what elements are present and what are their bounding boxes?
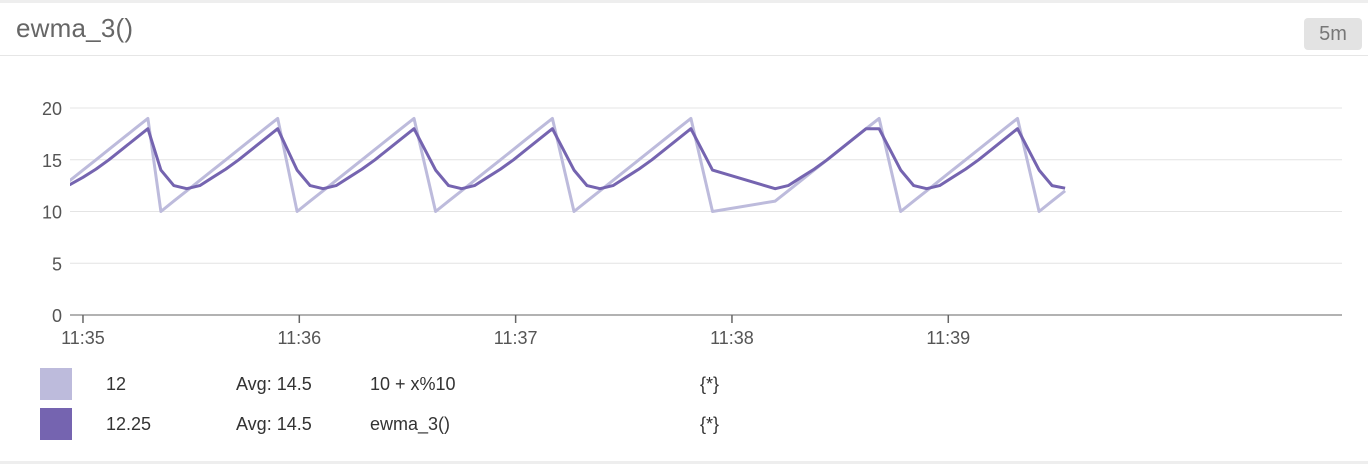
y-tick-label: 0	[52, 306, 62, 326]
legend-expression: ewma_3()	[370, 414, 451, 434]
axis-layer: 0 5 10 15 20 11:35 11:36 11:37 11:38 11:39	[42, 99, 1342, 348]
x-tick-label: 11:38	[710, 328, 754, 348]
legend-row-series-2[interactable]: 12.25 Avg: 14.5 ewma_3() {*}	[0, 405, 1368, 441]
legend-scope: {*}	[700, 414, 720, 434]
legend-swatch	[40, 368, 72, 400]
x-tick-label: 11:35	[61, 328, 105, 348]
legend-scope: {*}	[700, 374, 720, 394]
x-tick-label: 11:37	[494, 328, 538, 348]
y-tick-label: 15	[42, 151, 62, 171]
y-tick-label: 5	[52, 254, 62, 274]
legend-average: Avg: 14.5	[236, 414, 312, 434]
series-line-1	[70, 116, 1067, 213]
series-layer	[70, 116, 1067, 213]
series-line-2	[70, 127, 1066, 191]
legend-expression: 10 + x%10	[370, 374, 456, 394]
y-tick-label: 20	[42, 99, 62, 119]
legend-average: Avg: 14.5	[236, 374, 312, 394]
legend-swatch	[40, 408, 72, 440]
legend-current-value: 12	[106, 374, 127, 394]
legend-row-series-1[interactable]: 12 Avg: 14.5 10 + x%10 {*}	[0, 365, 1368, 401]
line-chart[interactable]: 0 5 10 15 20 11:35 11:36 11:37 11:38 11:39	[0, 58, 1368, 348]
panel-title: ewma_3()	[16, 13, 134, 43]
y-tick-label: 10	[42, 203, 62, 223]
legend-current-value: 12.25	[106, 414, 152, 434]
x-tick-label: 11:36	[277, 328, 321, 348]
x-tick-label: 11:39	[926, 328, 970, 348]
time-range-badge[interactable]: 5m	[1304, 18, 1362, 50]
panel-header: ewma_3() 5m	[0, 3, 1368, 56]
